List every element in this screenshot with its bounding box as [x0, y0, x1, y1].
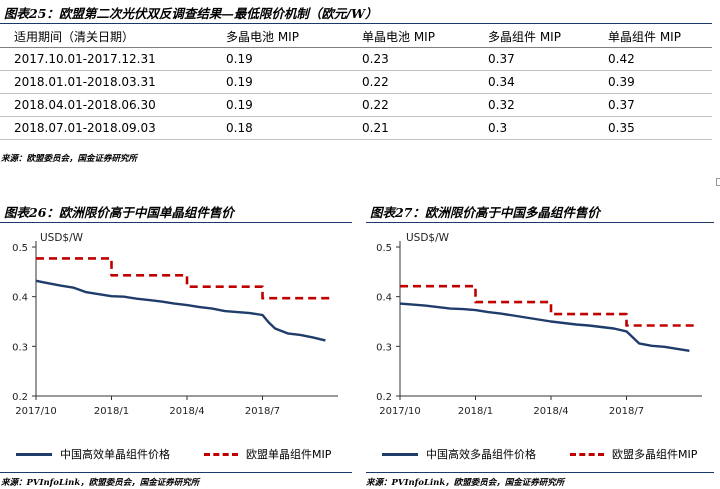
- legend-dashed-swatch: [570, 452, 604, 456]
- legend-label: 中国高效单晶组件价格: [60, 448, 170, 461]
- mip-table: 适用期间（清关日期） 多晶电池 MIP 单晶电池 MIP 多晶组件 MIP 单晶…: [0, 25, 712, 140]
- legend-label: 欧盟多晶组件MIP: [612, 448, 698, 461]
- table-cell: 2018.07.01-2018.09.03: [0, 116, 226, 140]
- right-series-price-line: [399, 302, 690, 352]
- right-x-tick-label: 2017/10: [379, 406, 421, 417]
- right-y-tick-label: 0.4: [376, 293, 392, 304]
- left-chart: USD$/W 0.2 0.3 0.4 0.5 2017/10 2018/1 2018/4 2…: [12, 232, 338, 417]
- right-x-tick-label: 2018/7: [609, 406, 644, 417]
- table-header-cell: 多晶电池 MIP: [226, 25, 362, 48]
- legend-label: 欧盟单晶组件MIP: [246, 448, 332, 461]
- table-cell: 2018.01.01-2018.03.31: [0, 70, 226, 94]
- left-y-tick-label: 0.2: [12, 392, 28, 403]
- table-header-row: 适用期间（清关日期） 多晶电池 MIP 单晶电池 MIP 多晶组件 MIP 单晶…: [0, 25, 712, 48]
- left-y-tick-label: 0.5: [12, 243, 28, 254]
- table-cell: 2017.10.01-2017.12.31: [0, 47, 226, 71]
- right-unit-label: USD$/W: [406, 232, 450, 244]
- legend-solid-swatch: [16, 452, 52, 456]
- right-x-tick-label: 2018/4: [533, 406, 568, 417]
- table-cell: 0.34: [488, 70, 608, 94]
- left-series-mip-line: [36, 257, 333, 300]
- table-cell: 0.32: [488, 93, 608, 117]
- left-x-tick-label: 2017/10: [15, 406, 57, 417]
- left-x-tick-label: 2018/4: [169, 406, 204, 417]
- right-y-tick-label: 0.3: [376, 342, 392, 353]
- right-series-mip-line: [400, 284, 697, 327]
- legend-solid-swatch: [382, 452, 418, 456]
- table-cell: 0.23: [362, 47, 488, 71]
- table-row: 2018.07.01-2018.09.03 0.18 0.21 0.3 0.35: [0, 116, 712, 140]
- table-cell: 0.18: [226, 116, 362, 140]
- table-cell: 0.42: [608, 47, 712, 71]
- left-legend: 中国高效单晶组件价格 欧盟单晶组件MIP: [16, 446, 331, 462]
- table-row: 2017.10.01-2017.12.31 0.19 0.23 0.37 0.4…: [0, 47, 712, 71]
- right-chart: USD$/W 0.2 0.3 0.4 0.5 2017/10 2018/1 2018/4 2…: [376, 232, 702, 417]
- table-cell: 2018.04.01-2018.06.30: [0, 93, 226, 117]
- table-cell: 0.22: [362, 93, 488, 117]
- right-title-rule: [366, 222, 714, 223]
- right-chart-source: 来源：PVInfoLink，欧盟委员会，国金证券研究所: [366, 478, 565, 488]
- table-title: 图表25：欧盟第二次光伏双反调查结果—最低限价机制（欧元/W）: [4, 6, 378, 21]
- right-chart-title: 图表27：欧洲限价高于中国多晶组件售价: [370, 205, 600, 220]
- right-legend: 中国高效多晶组件价格 欧盟多晶组件MIP: [382, 446, 697, 462]
- table-cell: 0.39: [608, 70, 712, 94]
- table-cell: 0.37: [608, 93, 712, 117]
- left-y-tick-label: 0.3: [12, 342, 28, 353]
- legend-label: 中国高效多晶组件价格: [426, 448, 536, 461]
- table-header-cell: 单晶组件 MIP: [608, 25, 712, 48]
- left-series-price-line: [35, 279, 326, 342]
- table-cell: 0.19: [226, 70, 362, 94]
- left-title-rule: [0, 222, 352, 223]
- corner-marker: [716, 178, 720, 186]
- left-unit-label: USD$/W: [40, 232, 84, 244]
- left-x-tick-label: 2018/1: [94, 406, 129, 417]
- left-chart-title: 图表26：欧洲限价高于中国单晶组件售价: [4, 205, 234, 220]
- left-x-tick-label: 2018/7: [245, 406, 280, 417]
- table-cell: 0.37: [488, 47, 608, 71]
- table-cell: 0.21: [362, 116, 488, 140]
- table-title-rule: [0, 23, 712, 24]
- right-x-tick-label: 2018/1: [458, 406, 493, 417]
- table-source: 来源：欧盟委员会，国金证券研究所: [1, 154, 138, 164]
- table-cell: 0.19: [226, 93, 362, 117]
- left-y-tick-label: 0.4: [12, 293, 28, 304]
- table-cell: 0.3: [488, 116, 608, 140]
- left-bottom-rule: [0, 472, 352, 473]
- left-chart-source: 来源：PVInfoLink，欧盟委员会，国金证券研究所: [1, 478, 200, 488]
- right-y-tick-label: 0.2: [376, 392, 392, 403]
- right-y-tick-label: 0.5: [376, 243, 392, 254]
- table-header-cell: 单晶电池 MIP: [362, 25, 488, 48]
- legend-dashed-swatch: [204, 452, 238, 456]
- table-header-cell: 适用期间（清关日期）: [0, 25, 226, 48]
- right-bottom-rule: [366, 472, 714, 473]
- table-row: 2018.01.01-2018.03.31 0.19 0.22 0.34 0.3…: [0, 70, 712, 94]
- table-row: 2018.04.01-2018.06.30 0.19 0.22 0.32 0.3…: [0, 93, 712, 117]
- table-cell: 0.35: [608, 116, 712, 140]
- table-header-cell: 多晶组件 MIP: [488, 25, 608, 48]
- table-cell: 0.19: [226, 47, 362, 71]
- table-cell: 0.22: [362, 70, 488, 94]
